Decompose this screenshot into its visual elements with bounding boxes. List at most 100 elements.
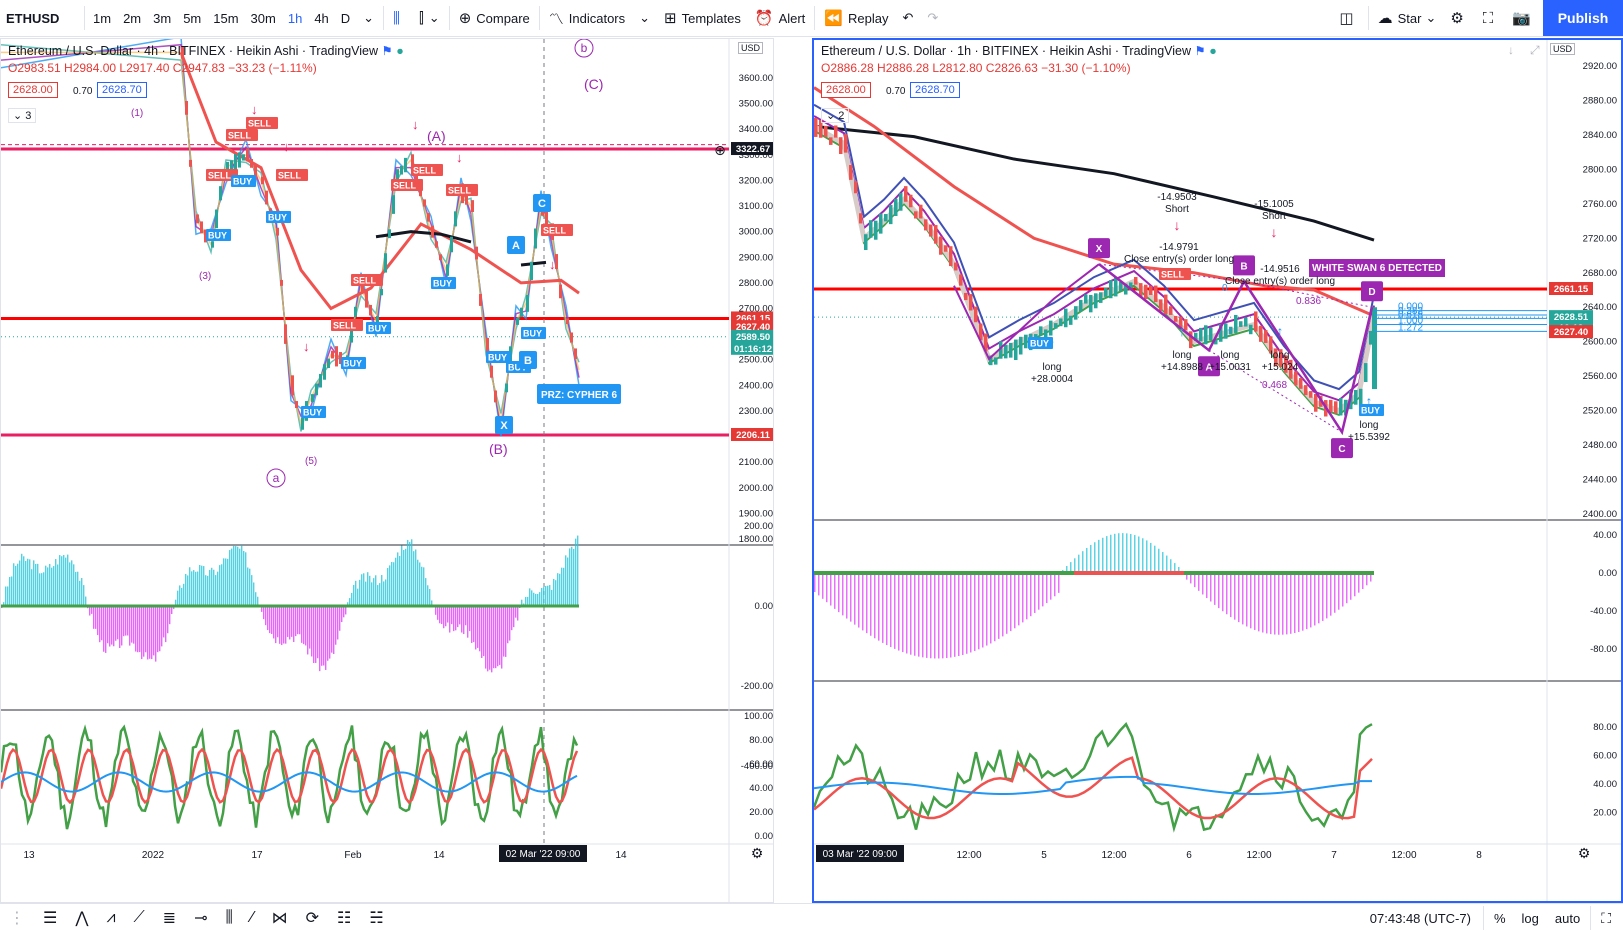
signal-tag-sell[interactable] (276, 169, 308, 181)
indicators-dropdown[interactable]: ⌄ (632, 0, 657, 37)
bar-style-button[interactable]: ⫼ (386, 0, 412, 37)
signal-tag-buy[interactable] (301, 406, 326, 418)
signal-tag-sell[interactable] (331, 319, 363, 331)
signal-tag-sell[interactable] (391, 179, 423, 191)
signal-tag-buy[interactable] (266, 211, 291, 223)
short-position-icon[interactable]: ☵ (369, 910, 384, 927)
harmonic-marker[interactable] (519, 351, 537, 369)
publish-button[interactable]: Publish (1543, 0, 1623, 36)
interval-15m[interactable]: 15m (213, 10, 239, 26)
left-chart-pane[interactable]: 3600.00 3500.00 3400.00 3300.00 3200.00 3100.… (0, 38, 774, 903)
replay-button[interactable]: ⏪ Replay (817, 0, 895, 37)
right-buy-button[interactable]: 2628.70 (910, 82, 960, 98)
elliott-wave-icon[interactable]: ⩘ (106, 909, 116, 926)
left-indicators-toggle[interactable]: ⌄ 3 (8, 108, 37, 123)
interval-1h[interactable]: 1h (287, 10, 303, 26)
trend-line-icon[interactable]: ⟋ (133, 909, 145, 926)
log-toggle[interactable]: log (1521, 910, 1539, 926)
signal-tag-buy[interactable] (341, 357, 366, 369)
pattern-icon[interactable]: ⋈ (271, 910, 288, 927)
snapshot-button[interactable]: 📷 (1505, 0, 1543, 37)
pitchfork-icon[interactable]: ⋀ (75, 910, 89, 927)
fib-tool-icon[interactable]: ≣ (162, 910, 177, 927)
symbol-search[interactable]: ETHUSD (6, 10, 60, 26)
horizontal-lines-icon[interactable]: ☰ (43, 910, 58, 927)
right-currency-selector[interactable]: USD (1550, 43, 1576, 55)
star-button[interactable]: ☁ Star ⌄ (1371, 0, 1444, 37)
left-chart-canvas[interactable]: 3600.003500.003400.003300.003200.003100.… (1, 39, 774, 903)
left-currency-selector[interactable]: USD (738, 42, 764, 54)
signal-tag-sell[interactable] (1159, 268, 1191, 280)
drag-handle-icon[interactable]: ⋮ (9, 910, 25, 927)
signal-tag-buy[interactable] (366, 322, 391, 334)
pattern-point-marker[interactable] (1088, 238, 1110, 259)
cycle-icon[interactable]: ⟳ (305, 910, 319, 927)
chart-type-button[interactable]: ⫿ ⌄ (412, 0, 447, 37)
interval-5m[interactable]: 5m (183, 10, 202, 26)
interval-4h[interactable]: 4h (314, 10, 329, 26)
fullscreen-button[interactable]: ⛶ (1476, 0, 1506, 37)
signal-tag-buy[interactable] (231, 175, 256, 187)
signal-tag-sell[interactable] (411, 164, 443, 176)
harmonic-marker[interactable] (533, 194, 551, 212)
prz-badge[interactable] (537, 384, 621, 404)
redo-button[interactable]: ↷ (920, 0, 945, 37)
price-range-icon[interactable]: ⫼ (225, 909, 233, 926)
histogram-bar (894, 573, 896, 649)
signal-tag-buy[interactable] (431, 277, 456, 289)
long-position-icon[interactable]: ☷ (336, 910, 352, 927)
pattern-point-marker[interactable] (1198, 356, 1220, 377)
signal-tag-sell[interactable] (246, 117, 278, 129)
pattern-point-marker[interactable] (1331, 438, 1353, 459)
interval-2m[interactable]: 2m (123, 10, 142, 26)
harmonic-marker[interactable] (495, 416, 513, 434)
interval-D[interactable]: D (340, 10, 351, 26)
signal-tag-buy[interactable] (521, 327, 546, 339)
time-tick-label: 12:00 (1246, 850, 1271, 861)
percent-toggle[interactable]: % (1493, 910, 1506, 926)
signal-tag-sell[interactable] (226, 129, 258, 141)
right-indicators-toggle[interactable]: ⌄ 2 (821, 108, 850, 123)
clock-timezone[interactable]: 07:43:48 (UTC-7) (1369, 910, 1471, 926)
brush-icon[interactable]: ∕ (250, 909, 254, 926)
signal-tag-sell[interactable] (541, 224, 573, 236)
horizontal-ray-icon[interactable]: ⊸ (194, 910, 208, 927)
indicators-button[interactable]: 〽 Indicators (542, 0, 632, 37)
undo-button[interactable]: ↶ (895, 0, 920, 37)
right-chart-pane[interactable]: 2920.00 2880.00 2840.00 2800.00 2760.00 2720.… (812, 38, 1623, 903)
signal-tag-buy[interactable] (1359, 404, 1384, 416)
settings-button[interactable]: ⚙ (1443, 0, 1475, 37)
flag-icon[interactable]: ⚑ (1194, 44, 1206, 58)
layout-button[interactable]: ◫ (1332, 0, 1365, 37)
gear-icon[interactable]: ⚙ (1578, 845, 1591, 861)
histogram-bar (31, 569, 33, 606)
signal-tag-buy[interactable] (206, 229, 231, 241)
screen-settings-icon[interactable]: ⛶ (1601, 909, 1611, 926)
right-sell-button[interactable]: 2628.00 (821, 82, 871, 98)
white-swan-badge[interactable] (1309, 259, 1445, 277)
signal-tag-sell[interactable] (206, 169, 238, 181)
auto-toggle[interactable]: auto (1554, 910, 1581, 926)
gear-icon[interactable]: ⚙ (751, 845, 764, 861)
signal-tag-buy[interactable] (1028, 337, 1053, 349)
pattern-point-marker[interactable] (1361, 281, 1383, 302)
left-buy-button[interactable]: 2628.70 (97, 82, 147, 98)
alert-button[interactable]: ⏰ Alert (748, 0, 812, 37)
interval-1m[interactable]: 1m (93, 10, 112, 26)
download-icon[interactable]: ↓ (1508, 43, 1514, 57)
compare-button[interactable]: ⊕ Compare (452, 0, 537, 37)
maximize-icon[interactable]: ⤢ (1529, 43, 1540, 57)
right-chart-canvas[interactable]: 2920.002880.002840.002800.002760.002720.… (814, 40, 1621, 901)
signal-tag-buy[interactable] (486, 351, 511, 363)
harmonic-marker[interactable] (507, 236, 525, 254)
pattern-point-marker[interactable] (1233, 255, 1255, 276)
signal-tag-sell[interactable] (351, 274, 383, 286)
left-sell-button[interactable]: 2628.00 (8, 82, 58, 98)
templates-button[interactable]: ⊞ Templates (657, 0, 748, 37)
interval-3m[interactable]: 3m (153, 10, 172, 26)
signal-tag-sell[interactable] (446, 184, 478, 196)
crosshair-plus-icon[interactable]: ⊕ (714, 142, 726, 158)
interval-30m[interactable]: 30m (250, 10, 276, 26)
flag-icon[interactable]: ⚑ (381, 44, 393, 58)
interval-dropdown[interactable]: ⌄ (356, 0, 381, 37)
